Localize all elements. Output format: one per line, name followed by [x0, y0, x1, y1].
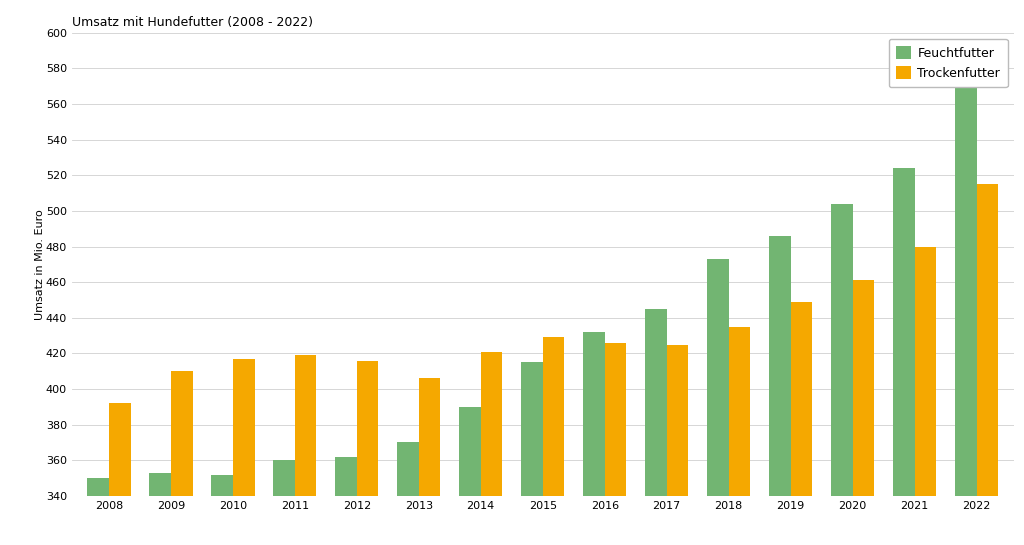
- Bar: [295, 355, 316, 545]
- Bar: [954, 51, 977, 545]
- Bar: [232, 359, 255, 545]
- Bar: [150, 473, 171, 545]
- Bar: [583, 332, 605, 545]
- Bar: [769, 236, 791, 545]
- Bar: [977, 184, 998, 545]
- Bar: [667, 344, 688, 545]
- Bar: [87, 478, 109, 545]
- Bar: [171, 371, 193, 545]
- Text: Umsatz mit Hundefutter (2008 - 2022): Umsatz mit Hundefutter (2008 - 2022): [72, 16, 312, 29]
- Bar: [707, 259, 729, 545]
- Bar: [914, 246, 936, 545]
- Bar: [830, 204, 853, 545]
- Bar: [335, 457, 356, 545]
- Bar: [791, 302, 812, 545]
- Bar: [480, 352, 503, 545]
- Bar: [521, 362, 543, 545]
- Bar: [543, 337, 564, 545]
- Bar: [729, 326, 751, 545]
- Bar: [605, 343, 627, 545]
- Bar: [419, 378, 440, 545]
- Bar: [893, 168, 914, 545]
- Bar: [273, 461, 295, 545]
- Bar: [459, 407, 480, 545]
- Bar: [397, 443, 419, 545]
- Bar: [853, 280, 874, 545]
- Bar: [109, 403, 131, 545]
- Bar: [356, 361, 379, 545]
- Y-axis label: Umsatz in Mio. Euro: Umsatz in Mio. Euro: [35, 209, 45, 320]
- Legend: Feuchtfutter, Trockenfutter: Feuchtfutter, Trockenfutter: [889, 39, 1008, 87]
- Bar: [211, 475, 232, 545]
- Bar: [645, 309, 667, 545]
